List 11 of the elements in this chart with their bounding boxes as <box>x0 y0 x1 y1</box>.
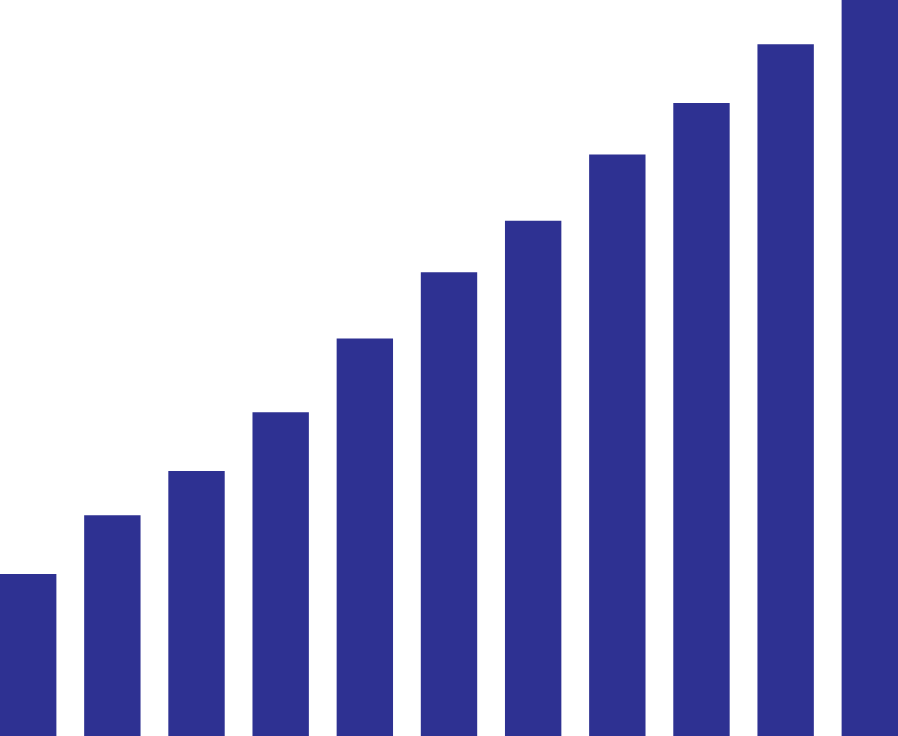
bar <box>168 471 225 736</box>
bar <box>252 412 309 736</box>
bar <box>589 154 646 736</box>
bar <box>673 103 730 736</box>
bar <box>757 44 814 736</box>
bar <box>0 574 57 736</box>
bar <box>504 220 562 736</box>
bar <box>84 515 141 736</box>
bar <box>841 0 898 736</box>
bar <box>336 338 394 736</box>
bar <box>420 272 478 736</box>
